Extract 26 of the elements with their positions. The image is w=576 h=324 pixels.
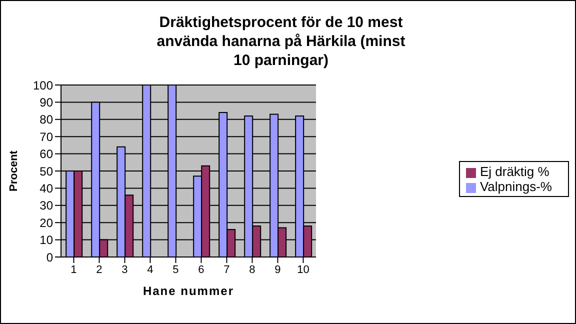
y-tick-label: 90 (40, 95, 54, 110)
x-tick-label: 4 (147, 264, 154, 276)
y-tick-label: 100 (32, 78, 54, 92)
x-tick-label: 2 (96, 264, 102, 276)
x-axis-title: Hane nummer (142, 284, 234, 298)
y-tick-label: 10 (40, 233, 54, 248)
x-tick-label: 1 (70, 264, 77, 276)
legend-label: Ej dräktig % (480, 164, 550, 179)
x-tick-label: 8 (249, 264, 256, 276)
legend-label: Valpnings-% (480, 179, 552, 194)
x-tick-label: 6 (198, 264, 204, 276)
x-tick-label: 7 (224, 264, 230, 276)
chart-title: Dräktighetsprocent för de 10 mest använda hanarna på Härkila (minst 10 parningar) (156, 13, 406, 70)
x-tick-label: 3 (122, 264, 128, 276)
x-tick-label: 9 (274, 264, 281, 276)
y-tick-label: 30 (40, 198, 54, 213)
y-tick-label: 20 (40, 216, 54, 230)
y-tick-label: 50 (40, 164, 54, 178)
y-tick-label: 0 (46, 250, 54, 264)
y-tick-label: 80 (40, 112, 54, 127)
y-tick-label: 70 (40, 130, 54, 144)
x-tick-label: 5 (172, 264, 179, 276)
y-tick-label: 40 (40, 181, 54, 196)
y-axis-title: Procent (8, 150, 20, 192)
x-tick-label: 10 (297, 264, 310, 276)
y-tick-label: 60 (40, 147, 54, 162)
